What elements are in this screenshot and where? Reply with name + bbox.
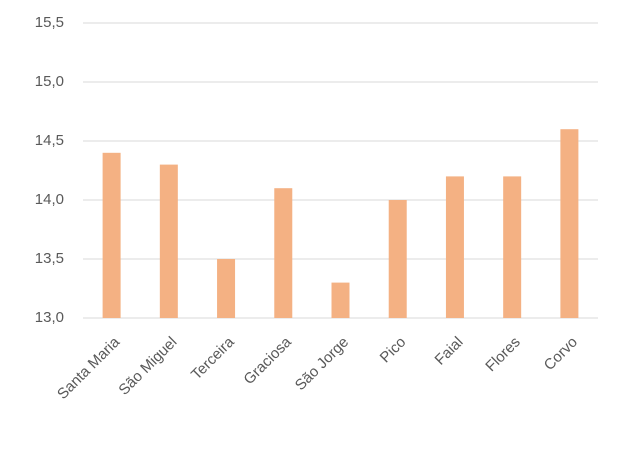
x-tick-label: Terceira bbox=[188, 333, 238, 383]
x-tick-label: Graciosa bbox=[240, 333, 295, 388]
bar bbox=[331, 282, 350, 318]
y-tick-label: 14,0 bbox=[35, 191, 64, 208]
bar bbox=[217, 259, 236, 318]
x-tick-label: Flores bbox=[482, 334, 523, 375]
bar bbox=[274, 188, 293, 318]
y-tick-label: 13,0 bbox=[35, 309, 64, 326]
bar bbox=[102, 152, 121, 318]
x-tick-label: São Miguel bbox=[115, 334, 180, 399]
x-tick-label: Faial bbox=[432, 334, 467, 369]
bar bbox=[159, 164, 178, 318]
y-tick-label: 15,5 bbox=[35, 14, 64, 31]
x-tick-label: São Jorge bbox=[292, 334, 352, 394]
x-tick-label: Santa Maria bbox=[54, 333, 124, 403]
bar bbox=[445, 176, 464, 318]
x-tick-label: Corvo bbox=[541, 334, 581, 374]
bar bbox=[560, 129, 579, 318]
bar bbox=[388, 200, 407, 318]
y-tick-label: 15,0 bbox=[35, 73, 64, 90]
y-tick-label: 14,5 bbox=[35, 132, 64, 149]
x-tick-label: Pico bbox=[377, 334, 410, 367]
bar bbox=[503, 176, 522, 318]
y-tick-label: 13,5 bbox=[35, 250, 64, 267]
